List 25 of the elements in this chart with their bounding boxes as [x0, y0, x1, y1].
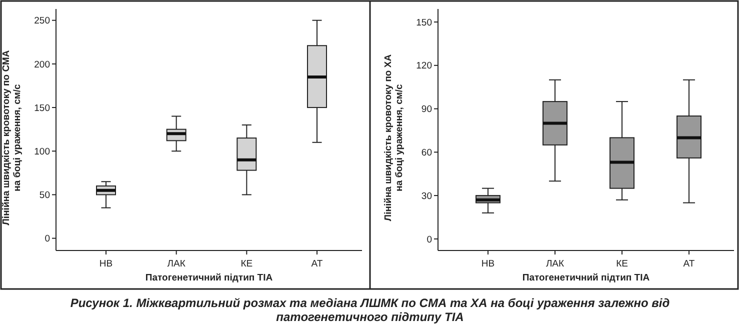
y-tick-label: 200	[34, 59, 50, 70]
x-tick-label: НВ	[99, 258, 113, 270]
y-tick-label: 0	[44, 234, 50, 245]
y-tick-label: 150	[416, 17, 432, 28]
x-tick-label: КЕ	[616, 258, 628, 270]
y-tick-label: 150	[34, 102, 50, 114]
x-axis-title: Патогенетичний підтип ТІА	[522, 272, 650, 284]
y-tick-label: 50	[39, 190, 50, 202]
y-tick-label: 60	[421, 147, 432, 158]
x-tick-label: НВ	[481, 258, 495, 270]
x-tick-label: ЛАК	[546, 258, 565, 270]
y-tick-label: 90	[421, 104, 432, 116]
y-tick-label: 0	[426, 234, 432, 246]
x-tick-label: ЛАК	[167, 258, 186, 270]
x-tick-label: АТ	[683, 258, 695, 270]
y-axis-title: Лінійна швидкість кровотоку по СМА на боці ураження, см/с	[1, 50, 23, 226]
x-tick-label: КЕ	[240, 258, 253, 270]
x-axis-title: Патогенетичний підтип ТІА	[145, 272, 273, 284]
text: Рисунок 1. Міжквартильний розмах та медіана ЛШМК по СМА та ХА на боці ураження залежно від патогенетичного підтипу ТІА	[70, 296, 670, 324]
y-axis-title: Лінійна швидкість кровотоку по ХА на боці ураження, см/с	[383, 54, 405, 222]
y-tick-label: 120	[416, 60, 432, 72]
x-tick-label: АТ	[311, 258, 323, 270]
y-tick-label: 30	[421, 190, 432, 202]
y-tick-label: 250	[34, 16, 50, 27]
y-tick-label: 100	[34, 146, 50, 158]
